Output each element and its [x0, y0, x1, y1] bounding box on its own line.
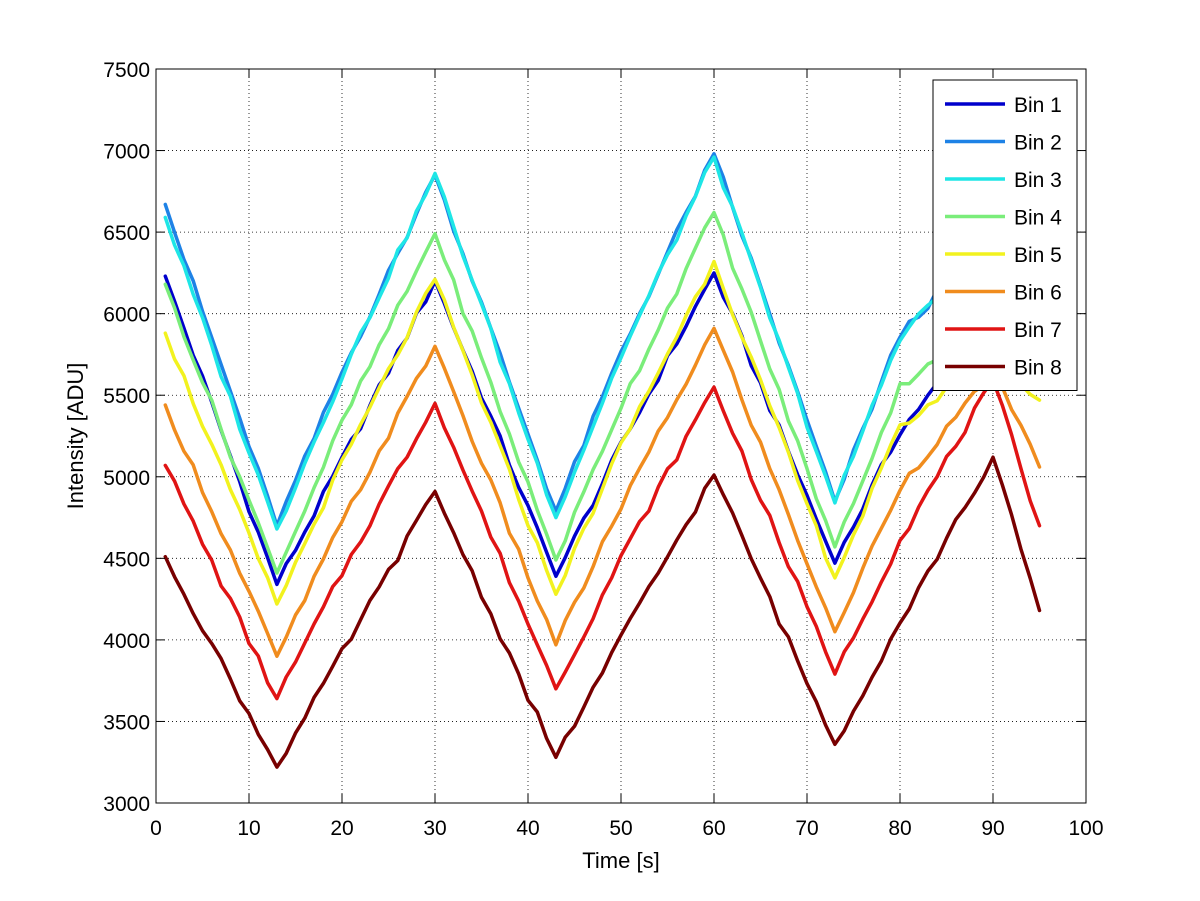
series-line-5	[163, 259, 1042, 606]
x-tick-label: 100	[1068, 817, 1103, 840]
x-tick-label: 40	[516, 817, 539, 840]
legend-label: Bin 1	[1014, 94, 1062, 117]
series-line-4	[163, 210, 1042, 575]
tick-labels: 0 10 20 30 40 50 60 70 80 90 100 3000 3500 4000 4500 50…	[103, 59, 1103, 840]
y-tick-label: 7000	[103, 141, 150, 164]
y-axis-label: Intensity [ADU]	[63, 363, 88, 510]
y-tick-label: 6500	[103, 222, 150, 245]
series-line-8	[163, 455, 1042, 769]
x-axis-label: Time [s]	[582, 848, 659, 873]
legend-label: Bin 5	[1014, 244, 1062, 267]
y-tick-label: 4500	[103, 548, 150, 571]
series-line-2	[163, 152, 1042, 528]
x-tick-label: 30	[423, 817, 446, 840]
x-tick-label: 60	[702, 817, 725, 840]
x-tick-label: 50	[609, 817, 632, 840]
y-tick-label: 4000	[103, 630, 150, 653]
x-tick-label: 20	[330, 817, 353, 840]
x-tick-label: 10	[237, 817, 260, 840]
series-line-7	[163, 378, 1042, 701]
series-layer	[163, 152, 1042, 769]
y-tick-label: 5500	[103, 385, 150, 408]
legend-box	[932, 79, 1078, 391]
x-tick-label: 90	[981, 817, 1004, 840]
x-tick-label: 70	[795, 817, 818, 840]
legend: Bin 1 Bin 2 Bin 3 Bin 4 Bin 5 Bin 6 Bin 7 Bin 8	[932, 79, 1078, 391]
y-tick-label: 3500	[103, 711, 150, 734]
x-tick-label: 0	[150, 817, 162, 840]
y-tick-label: 5000	[103, 467, 150, 490]
y-tick-label: 6000	[103, 304, 150, 327]
series-line-3	[163, 155, 1042, 531]
y-tick-label: 7500	[103, 59, 150, 82]
legend-label: Bin 7	[1014, 319, 1062, 342]
series-line-6	[163, 326, 1042, 658]
axis-ticks	[155, 68, 1087, 804]
legend-label: Bin 6	[1014, 282, 1062, 305]
legend-label: Bin 3	[1014, 169, 1062, 192]
plot-background	[156, 69, 1086, 803]
legend-label: Bin 8	[1014, 357, 1062, 380]
legend-label: Bin 2	[1014, 132, 1062, 155]
y-tick-label: 3000	[103, 793, 150, 816]
legend-label: Bin 4	[1014, 207, 1062, 230]
x-tick-label: 80	[888, 817, 911, 840]
